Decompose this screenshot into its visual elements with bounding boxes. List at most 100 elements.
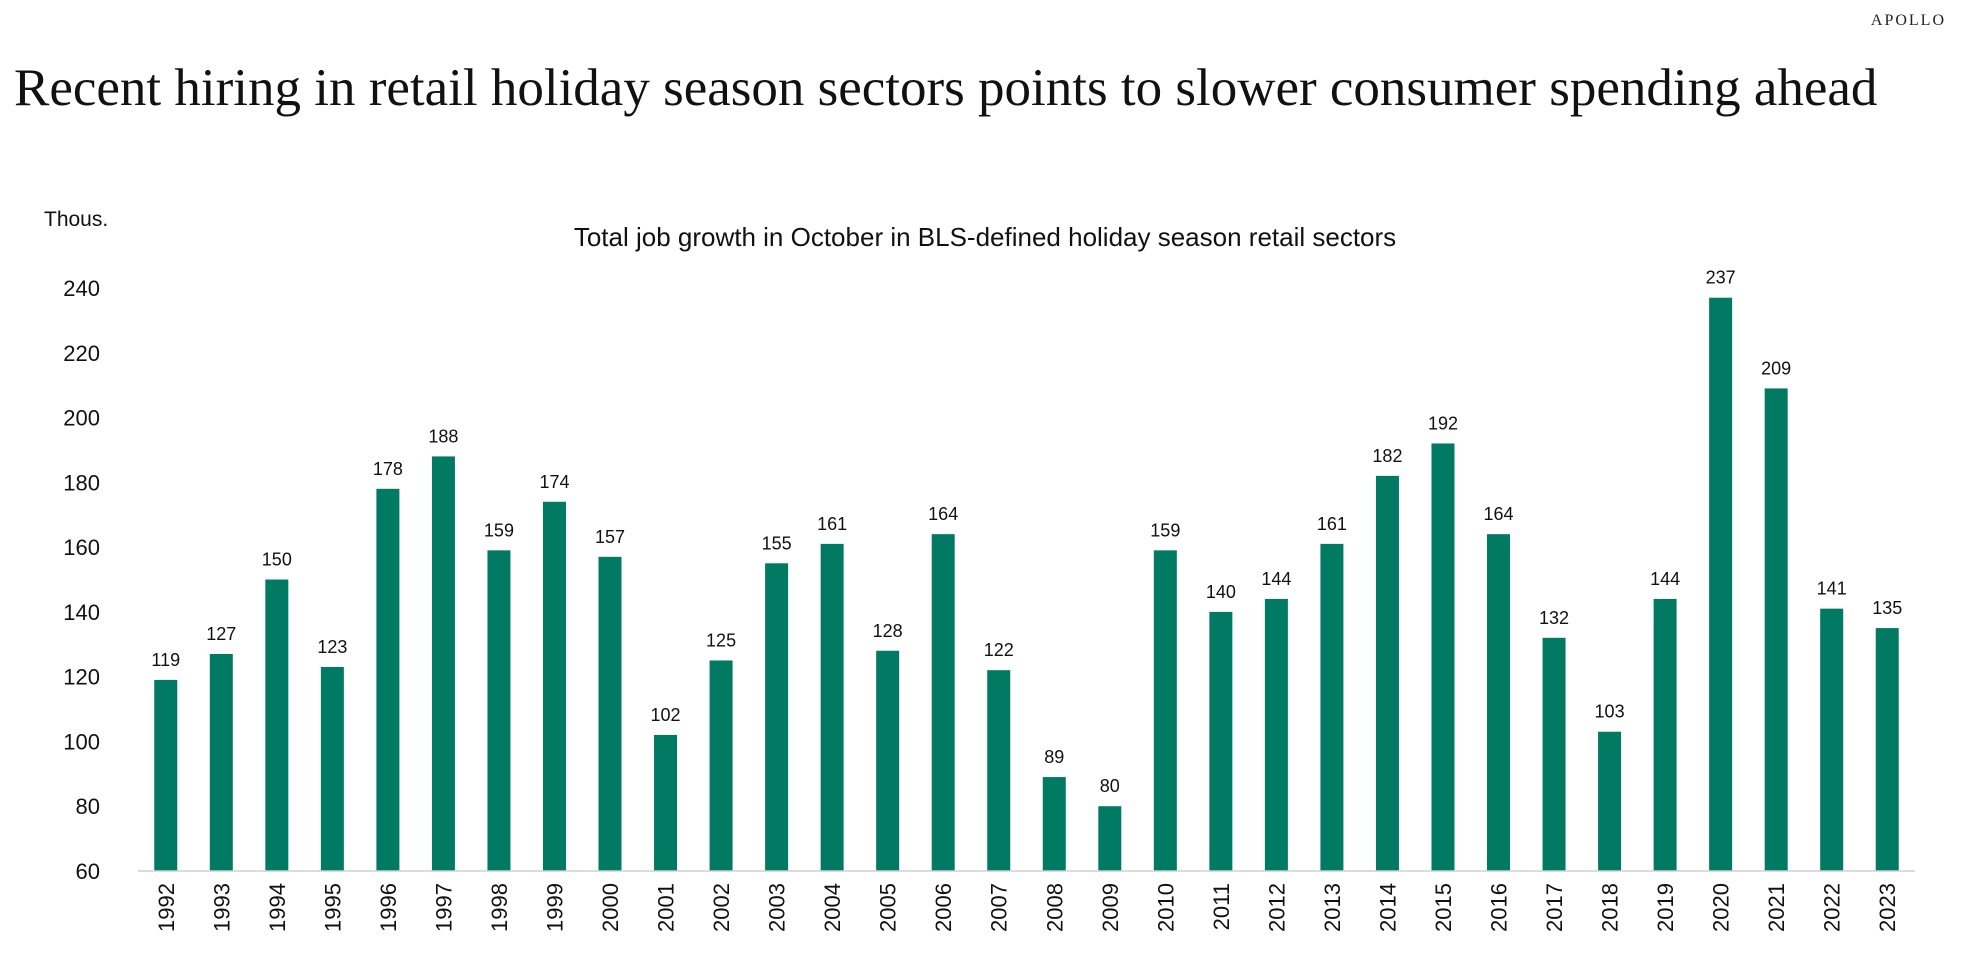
x-tick-label: 2002 bbox=[709, 883, 734, 932]
x-tick-label: 2003 bbox=[765, 883, 790, 932]
x-tick-label: 2000 bbox=[598, 883, 623, 932]
x-tick-label: 2020 bbox=[1709, 883, 1734, 932]
x-tick-label: 1995 bbox=[320, 883, 345, 932]
bar bbox=[1820, 608, 1844, 871]
bar-data-label: 144 bbox=[1650, 569, 1680, 589]
bar-data-label: 150 bbox=[262, 550, 292, 570]
x-tick-label: 2021 bbox=[1764, 883, 1789, 932]
y-tick-label: 180 bbox=[63, 470, 100, 495]
bar-data-label: 188 bbox=[428, 426, 458, 446]
bar bbox=[1487, 534, 1511, 871]
bar-data-label: 157 bbox=[595, 527, 625, 547]
bar bbox=[1653, 598, 1677, 871]
bar-data-label: 159 bbox=[1150, 520, 1180, 540]
x-tick-label: 1997 bbox=[431, 883, 456, 932]
bar-data-label: 123 bbox=[317, 637, 347, 657]
x-tick-label: 2013 bbox=[1320, 883, 1345, 932]
bar bbox=[876, 650, 900, 871]
bar-data-label: 161 bbox=[1317, 514, 1347, 534]
bar-data-label: 103 bbox=[1595, 702, 1625, 722]
bar bbox=[1598, 731, 1622, 871]
bar-data-label: 122 bbox=[984, 640, 1014, 660]
bar bbox=[1431, 443, 1455, 871]
bar bbox=[431, 456, 455, 871]
bar-data-label: 164 bbox=[1483, 504, 1513, 524]
y-tick-label: 140 bbox=[63, 600, 100, 625]
y-tick-label: 80 bbox=[76, 794, 100, 819]
bar bbox=[1264, 598, 1288, 871]
x-tick-label: 1998 bbox=[487, 883, 512, 932]
bar-data-label: 80 bbox=[1100, 776, 1120, 796]
bar-data-label: 125 bbox=[706, 630, 736, 650]
bar bbox=[376, 488, 400, 871]
x-tick-label: 1992 bbox=[154, 883, 179, 932]
x-tick-label: 2022 bbox=[1820, 883, 1845, 932]
bar bbox=[1709, 297, 1733, 871]
x-tick-label: 2018 bbox=[1598, 883, 1623, 932]
x-tick-label: 2016 bbox=[1487, 883, 1512, 932]
y-tick-label: 120 bbox=[63, 665, 100, 690]
bar bbox=[209, 653, 233, 871]
bar bbox=[320, 666, 344, 871]
bar-data-label: 192 bbox=[1428, 413, 1458, 433]
bar-data-label: 161 bbox=[817, 514, 847, 534]
bar-data-label: 119 bbox=[151, 650, 180, 670]
bar bbox=[154, 679, 178, 871]
x-tick-label: 2019 bbox=[1653, 883, 1678, 932]
x-tick-label: 2015 bbox=[1431, 883, 1456, 932]
x-tick-label: 2001 bbox=[654, 883, 679, 932]
bar-data-label: 182 bbox=[1372, 446, 1402, 466]
bar-data-label: 159 bbox=[484, 520, 514, 540]
x-tick-label: 2009 bbox=[1098, 883, 1123, 932]
bar bbox=[542, 501, 566, 871]
bar bbox=[654, 734, 678, 871]
y-tick-label: 200 bbox=[63, 406, 100, 431]
bar-data-label: 127 bbox=[206, 624, 236, 644]
bar-data-label: 209 bbox=[1761, 358, 1791, 378]
x-tick-label: 2011 bbox=[1209, 883, 1234, 930]
bar bbox=[1375, 475, 1399, 871]
bar bbox=[1320, 543, 1344, 871]
bar-data-label: 141 bbox=[1817, 579, 1847, 599]
x-tick-label: 2008 bbox=[1042, 883, 1067, 932]
bar bbox=[820, 543, 844, 871]
bar-data-label: 144 bbox=[1261, 569, 1291, 589]
y-tick-label: 240 bbox=[63, 276, 100, 301]
bar bbox=[487, 550, 511, 871]
bar-data-label: 89 bbox=[1044, 747, 1064, 767]
x-tick-label: 1993 bbox=[209, 883, 234, 932]
x-tick-label: 2004 bbox=[820, 883, 845, 932]
bar bbox=[1209, 611, 1233, 871]
bar-data-label: 178 bbox=[373, 459, 403, 479]
x-tick-label: 2007 bbox=[987, 883, 1012, 932]
bar bbox=[1042, 777, 1066, 871]
bar bbox=[1875, 628, 1899, 871]
x-tick-label: 1996 bbox=[376, 883, 401, 932]
bar-data-label: 140 bbox=[1206, 582, 1236, 602]
page-headline: Recent hiring in retail holiday season s… bbox=[14, 59, 1878, 117]
bar bbox=[987, 670, 1011, 871]
bar-data-label: 174 bbox=[539, 472, 569, 492]
y-tick-label: 160 bbox=[63, 535, 100, 560]
bar bbox=[265, 579, 289, 871]
x-tick-label: 2012 bbox=[1264, 883, 1289, 932]
x-tick-label: 2017 bbox=[1542, 883, 1567, 932]
y-tick-label: 100 bbox=[63, 729, 100, 754]
bar bbox=[1764, 388, 1788, 871]
x-tick-label: 2005 bbox=[876, 883, 901, 932]
bar-data-label: 102 bbox=[651, 705, 681, 725]
x-tick-label: 2023 bbox=[1875, 883, 1900, 932]
bar bbox=[765, 563, 789, 871]
chart-title: Total job growth in October in BLS-defin… bbox=[574, 222, 1396, 252]
bar bbox=[1153, 550, 1177, 871]
bar bbox=[931, 534, 955, 871]
x-tick-label: 1999 bbox=[542, 883, 567, 932]
bars-group: 119 127 150 123 178 188 159 174 157 102 125 155 161 1… bbox=[151, 268, 1902, 871]
bar-data-label: 132 bbox=[1539, 608, 1569, 628]
bar-data-label: 237 bbox=[1706, 268, 1736, 288]
bar bbox=[1542, 637, 1566, 871]
brand-logo: APOLLO bbox=[1870, 12, 1946, 29]
bar-data-label: 164 bbox=[928, 504, 958, 524]
y-tick-label: 220 bbox=[63, 341, 100, 366]
